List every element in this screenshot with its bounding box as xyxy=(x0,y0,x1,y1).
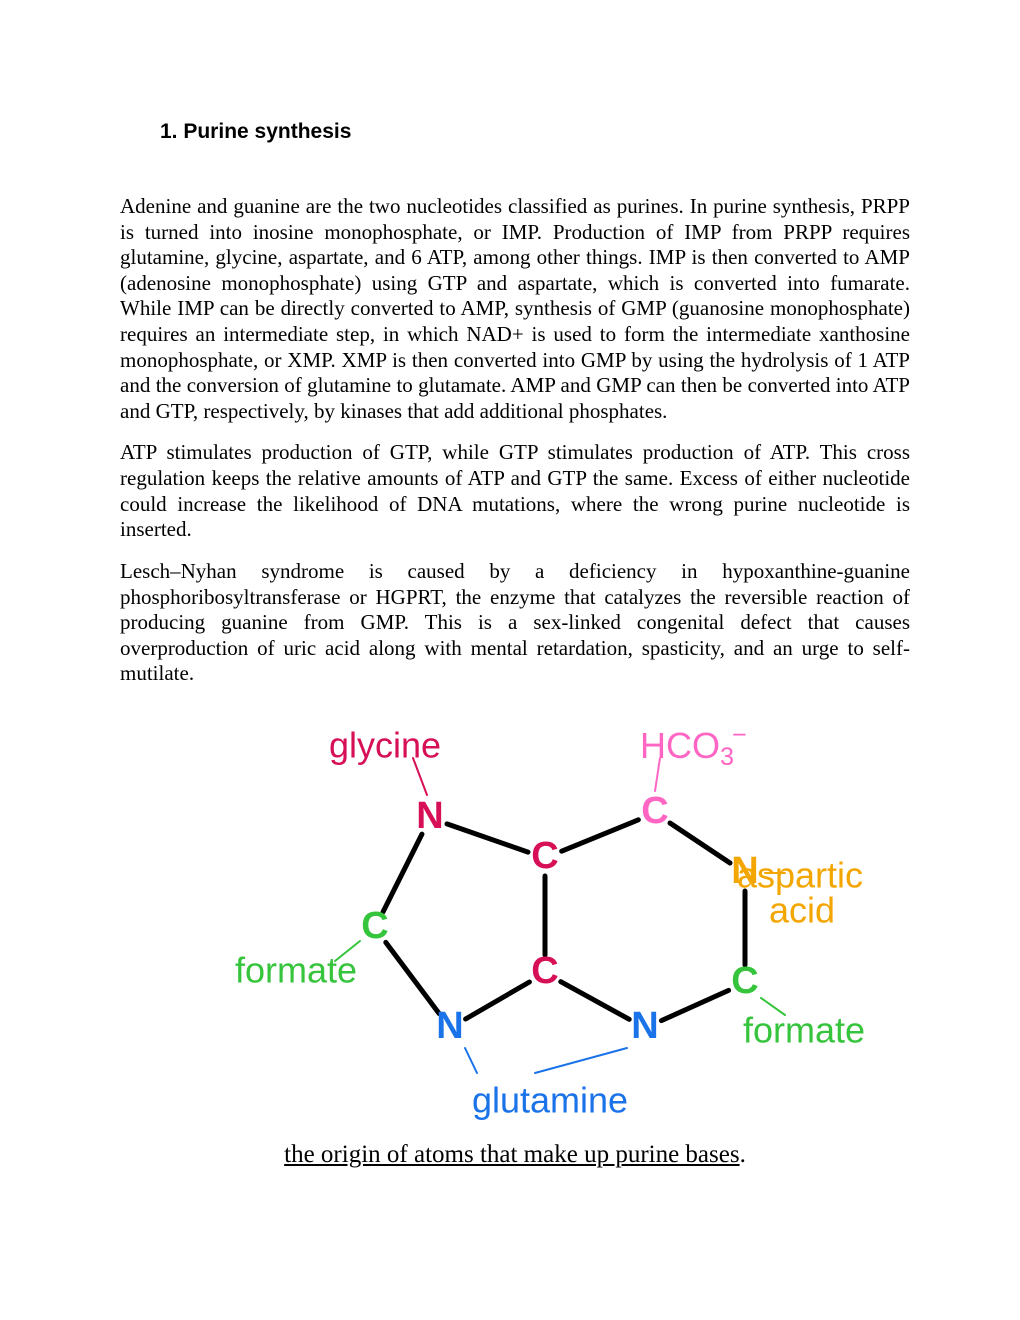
caption-trail: . xyxy=(740,1141,746,1168)
caption-text: the origin of atoms that make up purine … xyxy=(284,1141,739,1168)
paragraph-3: Lesch–Nyhan syndrome is caused by a defi… xyxy=(120,559,910,687)
svg-text:C: C xyxy=(531,950,558,992)
svg-text:C: C xyxy=(731,960,758,1002)
purine-origin-diagram: NCCNCNCNCglycineHCO3−asparticacidformate… xyxy=(165,703,865,1133)
svg-text:glutamine: glutamine xyxy=(472,1079,628,1120)
figure-caption: the origin of atoms that make up purine … xyxy=(120,1141,910,1169)
svg-text:formate: formate xyxy=(235,949,357,990)
paragraph-1: Adenine and guanine are the two nucleoti… xyxy=(120,194,910,424)
document-page: 1. Purine synthesis Adenine and guanine … xyxy=(0,0,1020,1320)
svg-text:formate: formate xyxy=(743,1009,865,1050)
svg-text:glycine: glycine xyxy=(329,724,441,765)
svg-text:N: N xyxy=(436,1005,463,1047)
svg-text:acid: acid xyxy=(769,889,835,930)
svg-text:N: N xyxy=(416,795,443,837)
svg-text:C: C xyxy=(641,790,668,832)
svg-text:HCO3−: HCO3− xyxy=(640,721,747,771)
svg-text:N: N xyxy=(631,1005,658,1047)
paragraph-2: ATP stimulates production of GTP, while … xyxy=(120,440,910,542)
svg-text:C: C xyxy=(361,905,388,947)
svg-text:C: C xyxy=(531,835,558,877)
section-heading: 1. Purine synthesis xyxy=(160,120,910,144)
